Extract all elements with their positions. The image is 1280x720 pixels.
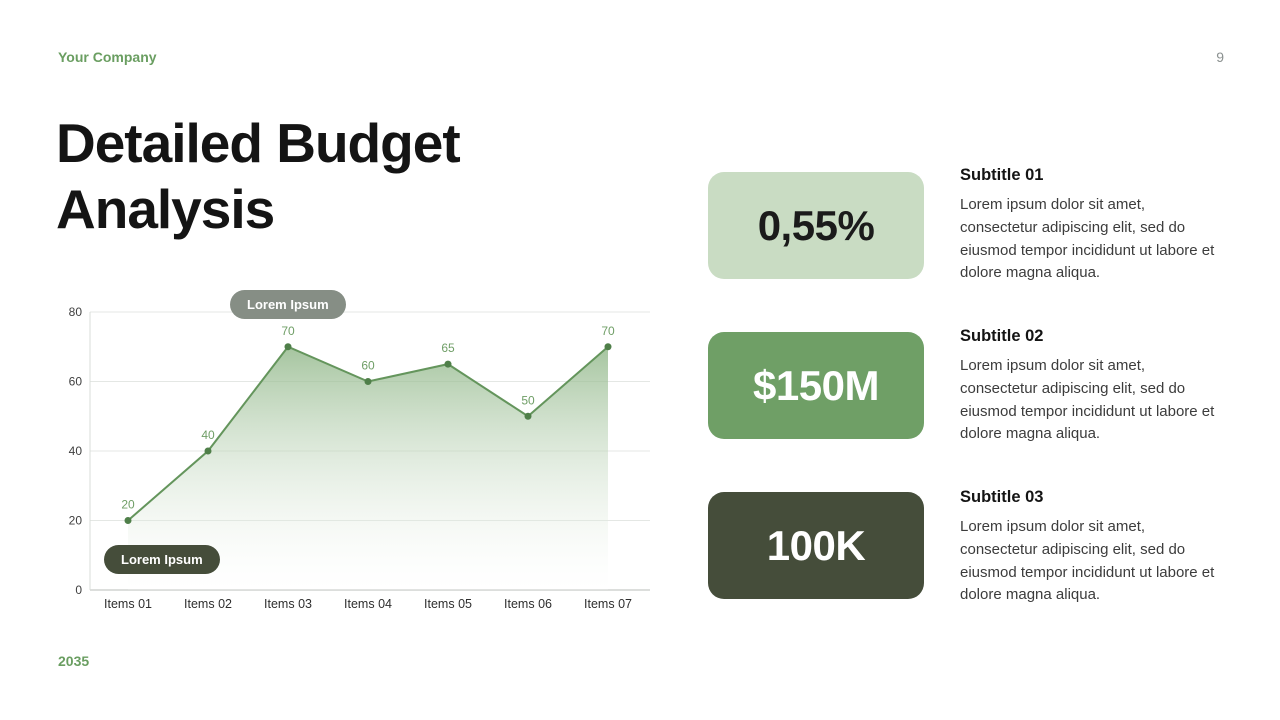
svg-text:40: 40 [201, 428, 215, 442]
stat-card-3: 100K [708, 492, 924, 599]
svg-text:Items 03: Items 03 [264, 597, 312, 611]
svg-text:60: 60 [361, 359, 375, 373]
svg-text:Items 04: Items 04 [344, 597, 392, 611]
stat-paragraph-1: Lorem ipsum dolor sit amet, consectetur … [960, 196, 1215, 282]
svg-text:40: 40 [69, 444, 83, 458]
svg-text:80: 80 [69, 305, 83, 319]
stat-text-3: Subtitle 03 Lorem ipsum dolor sit amet, … [960, 488, 1226, 607]
svg-text:60: 60 [69, 375, 83, 389]
stat-value-1: 0,55% [757, 201, 875, 249]
svg-text:Items 07: Items 07 [584, 597, 632, 611]
slide-title: Detailed Budget Analysis [56, 112, 461, 240]
budget-chart: 0 20 40 60 80 20 Items 01 40 Items 02 70 Items 03 6… [69, 305, 650, 611]
stat-subtitle-2: Subtitle 02 [960, 327, 1044, 345]
svg-text:20: 20 [121, 498, 135, 512]
svg-text:70: 70 [281, 324, 295, 338]
svg-text:Items 05: Items 05 [424, 597, 472, 611]
budget-chart-area: 0 20 40 60 80 20 Items 01 40 Items 02 70 Items 03 6… [58, 290, 663, 625]
footer-year: 2035 [58, 653, 90, 669]
svg-text:65: 65 [441, 341, 455, 355]
svg-text:Items 01: Items 01 [104, 597, 152, 611]
stat-text-1: Subtitle 01 Lorem ipsum dolor sit amet, … [960, 166, 1226, 285]
stat-subtitle-3: Subtitle 03 [960, 488, 1044, 506]
stat-subtitle-1: Subtitle 01 [960, 166, 1044, 184]
svg-text:0: 0 [75, 583, 82, 597]
stat-card-2: $150M [708, 332, 924, 439]
svg-text:20: 20 [69, 514, 83, 528]
page-number: 9 [1216, 49, 1224, 65]
svg-text:Items 06: Items 06 [504, 597, 552, 611]
svg-text:50: 50 [521, 393, 535, 407]
stat-paragraph-3: Lorem ipsum dolor sit amet, consectetur … [960, 518, 1215, 604]
svg-text:Items 02: Items 02 [184, 597, 232, 611]
chart-label-badge-bottom: Lorem Ipsum [104, 545, 220, 574]
stat-card-1: 0,55% [708, 172, 924, 279]
chart-label-badge-top: Lorem Ipsum [230, 290, 346, 319]
company-name: Your Company [58, 49, 157, 65]
stat-text-2: Subtitle 02 Lorem ipsum dolor sit amet, … [960, 327, 1226, 446]
stat-value-2: $150M [753, 361, 879, 409]
stat-paragraph-2: Lorem ipsum dolor sit amet, consectetur … [960, 357, 1215, 443]
stat-value-3: 100K [766, 521, 866, 569]
svg-text:70: 70 [601, 324, 615, 338]
